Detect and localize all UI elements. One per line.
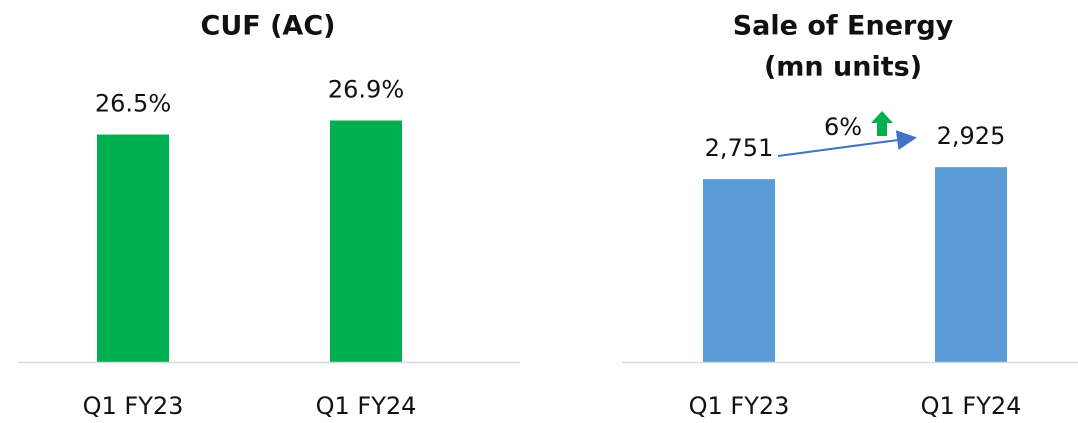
chart-title: CUF (AC): [201, 11, 336, 42]
x-tick-label: Q1 FY23: [689, 392, 790, 420]
annotation: 6%: [824, 113, 862, 141]
up-arrow-icon: [871, 111, 893, 136]
growth-annotation: 6%: [777, 111, 917, 157]
bar: [330, 120, 402, 362]
chart-title: (mn units): [764, 52, 922, 83]
x-tick-label: Q1 FY23: [83, 392, 184, 420]
bar: [97, 134, 169, 362]
x-tick-label: Q1 FY24: [921, 392, 1022, 420]
bar: [935, 167, 1007, 362]
chart-title: Sale of Energy: [733, 11, 954, 42]
data-label: 26.5%: [95, 90, 171, 118]
data-label: 2,751: [705, 134, 774, 162]
trend-arrow: [777, 130, 917, 157]
data-label: 26.9%: [328, 76, 404, 104]
data-label: 2,925: [937, 122, 1006, 150]
bar: [703, 179, 775, 362]
x-tick-label: Q1 FY24: [316, 392, 417, 420]
